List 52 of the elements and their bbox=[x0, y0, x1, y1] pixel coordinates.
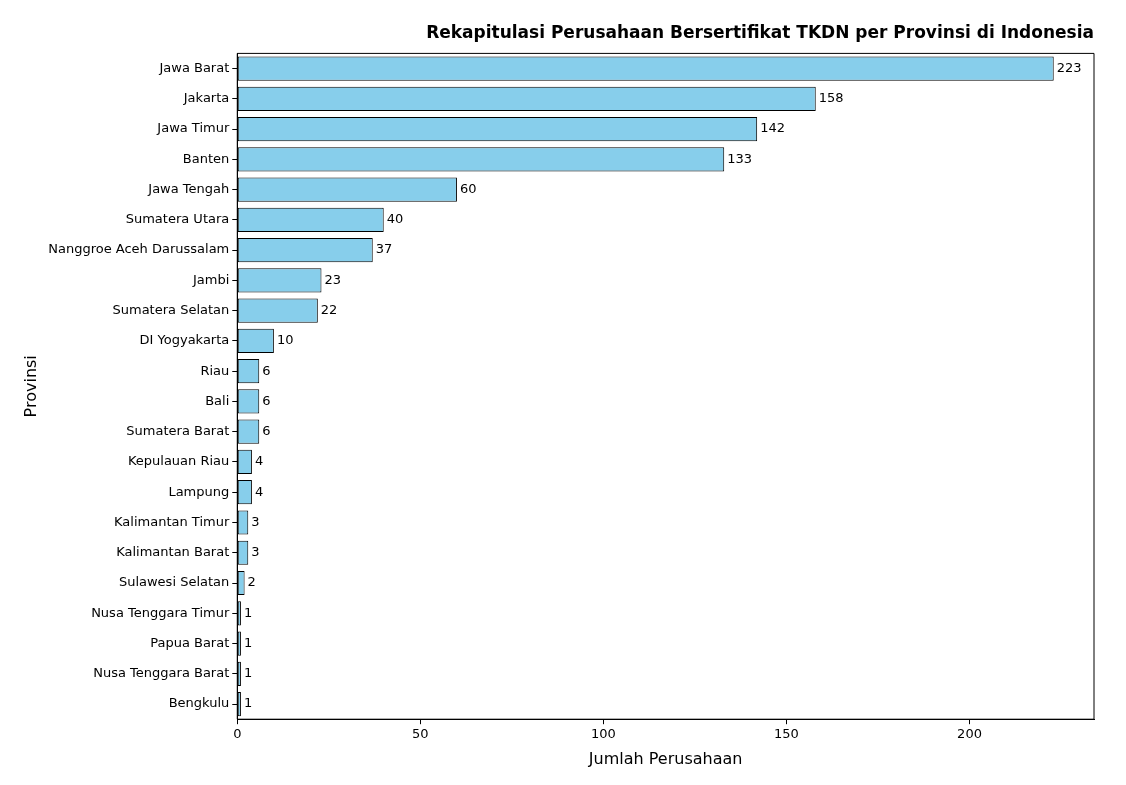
y-axis-title: Provinsi bbox=[20, 355, 40, 418]
data-label: 3 bbox=[251, 513, 260, 529]
y-tick-label: Sumatera Barat bbox=[126, 423, 230, 439]
y-tick-label: Jawa Barat bbox=[158, 59, 230, 75]
y-tick-label: Bengkulu bbox=[168, 695, 230, 711]
y-tick-label: Lampung bbox=[168, 483, 230, 499]
data-label: 142 bbox=[760, 120, 785, 136]
data-label: 23 bbox=[324, 271, 342, 287]
x-tick-label: 0 bbox=[233, 726, 242, 742]
data-label: 2 bbox=[247, 574, 256, 590]
y-tick-label: DI Yogyakarta bbox=[139, 332, 230, 348]
x-tick-label: 100 bbox=[590, 726, 616, 742]
data-label: 40 bbox=[386, 211, 404, 227]
y-tick-label: Sulawesi Selatan bbox=[118, 574, 230, 590]
data-label: 1 bbox=[243, 665, 253, 681]
data-label: 1 bbox=[243, 695, 253, 711]
data-label: 60 bbox=[459, 180, 477, 196]
data-label: 4 bbox=[254, 483, 264, 499]
y-tick-label: Kalimantan Timur bbox=[114, 513, 230, 529]
x-tick-label: 150 bbox=[774, 726, 799, 742]
y-tick-label: Nusa Tenggara Barat bbox=[93, 665, 230, 681]
y-tick-label: Nanggroe Aceh Darussalam bbox=[48, 241, 230, 257]
x-axis-title: Jumlah Perusahaan bbox=[587, 748, 743, 768]
y-tick-label: Jawa Tengah bbox=[147, 180, 230, 196]
y-tick-label: Banten bbox=[182, 150, 230, 166]
data-label: 37 bbox=[375, 241, 393, 257]
data-label: 158 bbox=[818, 90, 844, 106]
data-label: 6 bbox=[262, 362, 271, 378]
data-label: 6 bbox=[262, 392, 271, 408]
y-tick-label: Jambi bbox=[191, 271, 230, 287]
y-tick-label: Sumatera Selatan bbox=[112, 302, 230, 318]
y-tick-label: Papua Barat bbox=[150, 634, 230, 650]
y-tick-label: Jawa Timur bbox=[156, 120, 230, 136]
data-label: 1 bbox=[243, 634, 253, 650]
y-tick-label: Kepulauan Riau bbox=[127, 453, 230, 469]
y-tick-label: Bali bbox=[205, 392, 230, 408]
data-label: 22 bbox=[320, 302, 338, 318]
x-tick-label: 200 bbox=[957, 726, 982, 742]
data-label: 4 bbox=[254, 453, 264, 469]
data-label: 223 bbox=[1056, 59, 1082, 75]
y-tick-label: Nusa Tenggara Timur bbox=[91, 604, 230, 620]
y-tick-label: Riau bbox=[200, 362, 230, 378]
data-label: 133 bbox=[727, 150, 753, 166]
y-tick-label: Jakarta bbox=[182, 90, 230, 106]
data-label: 3 bbox=[251, 544, 260, 560]
data-label: 6 bbox=[262, 423, 271, 439]
x-tick-label: 50 bbox=[412, 726, 429, 742]
y-tick-label: Sumatera Utara bbox=[125, 211, 230, 227]
data-label: 1 bbox=[243, 604, 253, 620]
chart-title: Rekapitulasi Perusahaan Bersertifikat TKDN per Provinsi di Indonesia bbox=[426, 21, 1094, 42]
y-tick-label: Kalimantan Barat bbox=[116, 544, 230, 560]
data-label: 10 bbox=[276, 332, 294, 348]
